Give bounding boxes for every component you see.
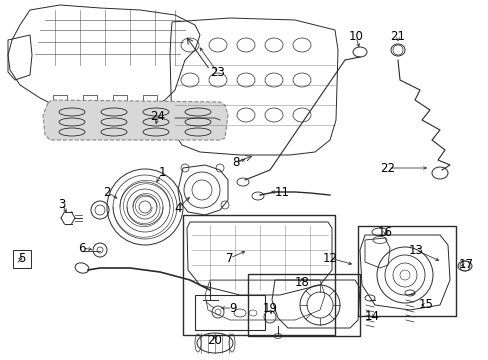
Bar <box>247 274 359 336</box>
Text: 12: 12 <box>322 252 337 265</box>
Text: 7: 7 <box>226 252 233 265</box>
Bar <box>13 250 31 268</box>
Text: 13: 13 <box>408 243 423 256</box>
Text: 18: 18 <box>294 275 309 288</box>
Text: 23: 23 <box>210 67 225 80</box>
Text: 16: 16 <box>377 225 392 238</box>
Text: 6: 6 <box>78 242 85 255</box>
Text: 21: 21 <box>390 31 405 44</box>
Bar <box>183 215 334 335</box>
Text: 20: 20 <box>207 333 222 346</box>
Bar <box>83 95 97 107</box>
Text: 1: 1 <box>158 166 165 180</box>
Text: 11: 11 <box>274 185 289 198</box>
Bar <box>113 95 127 107</box>
Polygon shape <box>43 100 227 140</box>
Text: 9: 9 <box>229 302 236 315</box>
Bar <box>357 226 455 316</box>
Text: 15: 15 <box>418 298 432 311</box>
Text: 17: 17 <box>458 258 472 271</box>
Bar <box>195 295 264 330</box>
Text: 22: 22 <box>380 162 395 175</box>
Text: 5: 5 <box>18 252 26 265</box>
Text: 4: 4 <box>174 202 182 215</box>
Text: 10: 10 <box>348 31 363 44</box>
Text: 8: 8 <box>232 157 239 170</box>
Text: 3: 3 <box>58 198 65 211</box>
Bar <box>53 95 67 107</box>
Text: 2: 2 <box>103 185 110 198</box>
Text: 14: 14 <box>364 310 379 323</box>
Text: 24: 24 <box>150 111 165 123</box>
Bar <box>142 95 157 107</box>
Text: 19: 19 <box>262 302 277 315</box>
